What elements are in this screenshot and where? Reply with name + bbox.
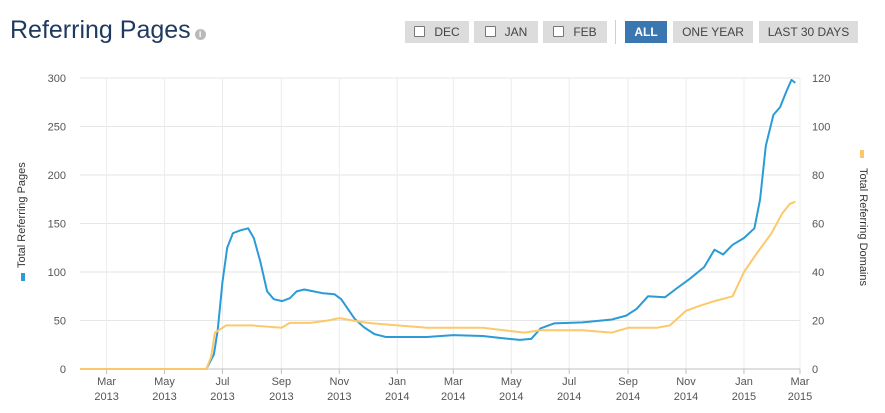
x-tick-month: Jan	[735, 376, 753, 388]
x-tick-year: 2014	[674, 391, 698, 403]
page-title: Referring Pages i	[10, 16, 206, 45]
filter-jan-label: JAN	[504, 25, 528, 39]
checkbox-icon[interactable]	[484, 26, 496, 37]
x-tick-year: 2013	[327, 391, 351, 403]
x-tick-year: 2013	[210, 391, 234, 403]
right-axis-ticks: 0 20 40 60 80 100 120	[812, 73, 830, 376]
x-tick-month: Nov	[676, 376, 696, 388]
checkbox-icon[interactable]	[553, 26, 565, 37]
y-tick-label: 300	[48, 73, 66, 85]
y-tick-label: 200	[48, 170, 66, 182]
filter-dec-button[interactable]: DEC	[405, 21, 469, 43]
filter-separator	[615, 20, 616, 44]
left-axis-title: Total Referring Pages	[16, 162, 28, 281]
info-icon[interactable]: i	[194, 29, 206, 40]
x-tick-month: Jan	[388, 376, 406, 388]
x-tick-month: Jul	[562, 376, 576, 388]
filter-last-30-days-button[interactable]: LAST 30 DAYS	[759, 21, 858, 43]
filter-all-button[interactable]: ALL	[625, 21, 667, 43]
x-tick-month: Sep	[272, 376, 292, 388]
y-tick-label: 150	[48, 219, 66, 231]
x-tick-year: 2014	[616, 391, 640, 403]
legend-swatch-pages	[21, 273, 25, 281]
x-tick-month: Sep	[618, 376, 638, 388]
legend-swatch-domains	[860, 150, 864, 158]
x-tick-year: 2014	[441, 391, 465, 403]
left-axis-label: Total Referring Pages	[16, 162, 28, 268]
chart-grid	[80, 77, 801, 374]
x-tick-year: 2013	[269, 391, 293, 403]
y-tick-label: 250	[48, 122, 66, 134]
y-tick-label: 0	[60, 364, 66, 376]
x-tick-month: Mar	[444, 376, 463, 388]
filter-jan-button[interactable]: JAN	[474, 21, 538, 43]
domains-series-line	[80, 200, 796, 370]
x-axis-ticks: Mar 2013 May 2013 Jul 2013 Sep 2013 Nov 2013 Jan 20…	[94, 376, 812, 403]
y2-tick-label: 20	[812, 316, 824, 328]
x-tick-month: Nov	[330, 376, 350, 388]
x-tick-year: 2013	[94, 391, 118, 403]
x-tick-month: May	[501, 376, 522, 388]
left-axis-ticks: 0 50 100 150 200 250 300	[48, 73, 66, 376]
x-tick-year: 2014	[385, 391, 409, 403]
filter-dec-label: DEC	[434, 25, 460, 39]
filter-feb-label: FEB	[573, 25, 597, 39]
y2-tick-label: 80	[812, 170, 824, 182]
x-tick-month: Jul	[215, 376, 229, 388]
x-tick-month: May	[154, 376, 175, 388]
x-tick-year: 2013	[152, 391, 176, 403]
x-tick-month: Mar	[791, 376, 810, 388]
y2-tick-label: 40	[812, 267, 824, 279]
y-tick-label: 100	[48, 267, 66, 279]
pages-series-line	[80, 78, 796, 370]
page-title-text: Referring Pages	[10, 16, 191, 44]
y2-tick-label: 0	[812, 364, 818, 376]
right-axis-label: Total Referring Domains	[857, 168, 869, 286]
y-tick-label: 50	[54, 316, 66, 328]
x-tick-year: 2014	[499, 391, 523, 403]
y2-tick-label: 100	[812, 122, 830, 134]
checkbox-icon[interactable]	[414, 26, 426, 37]
chart-series	[80, 78, 796, 370]
y2-tick-label: 60	[812, 219, 824, 231]
right-axis-title: Total Referring Domains	[857, 150, 869, 286]
x-tick-year: 2014	[557, 391, 581, 403]
y2-tick-label: 120	[812, 73, 830, 85]
x-tick-year: 2015	[732, 391, 756, 403]
filter-one-year-button[interactable]: ONE YEAR	[673, 21, 753, 43]
filter-feb-button[interactable]: FEB	[543, 21, 607, 43]
x-tick-month: Mar	[97, 376, 116, 388]
x-tick-year: 2015	[788, 391, 812, 403]
axis-titles: Total Referring Pages Total Referring Dom…	[16, 150, 869, 286]
